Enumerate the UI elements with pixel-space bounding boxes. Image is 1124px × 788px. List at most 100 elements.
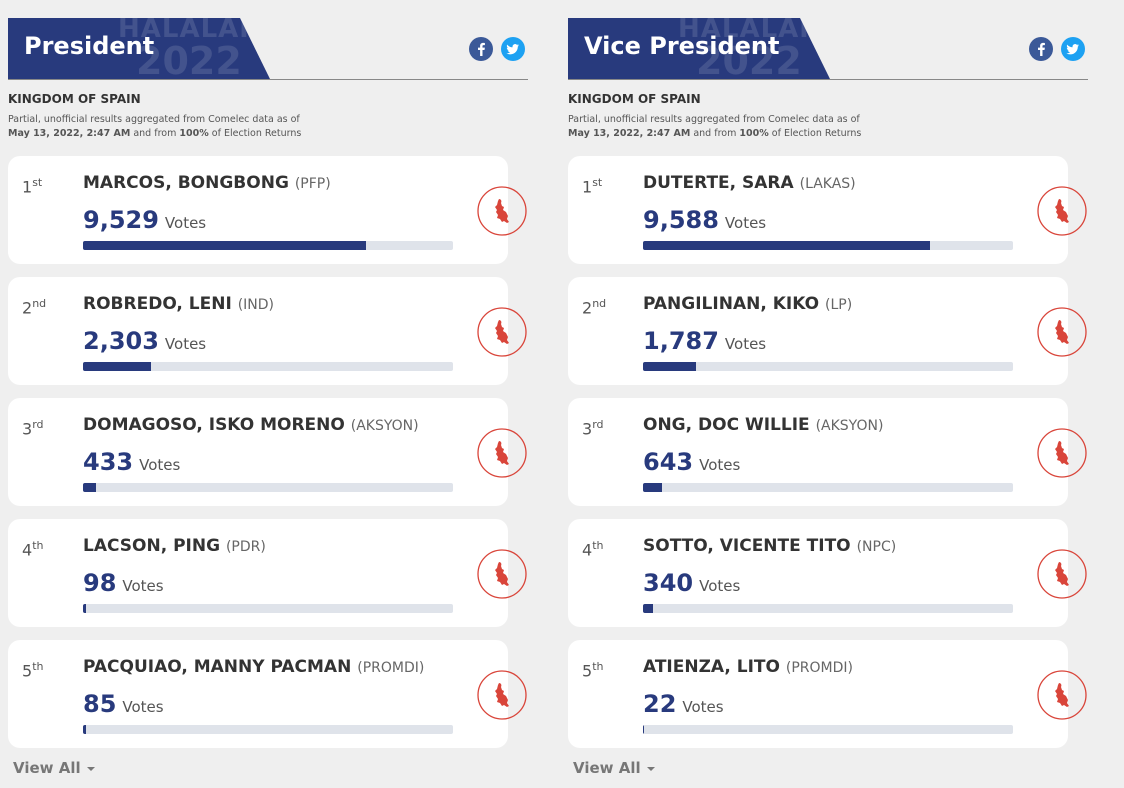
ph-map-button[interactable]	[477, 670, 527, 724]
rank-suffix: th	[592, 539, 604, 552]
rank: 5th	[582, 660, 603, 680]
rank-number: 3	[22, 419, 33, 439]
vote-number: 433	[83, 448, 134, 476]
name-text: ROBREDO, LENI	[83, 294, 232, 314]
ph-map-button[interactable]	[1037, 307, 1087, 361]
party: (LAKAS)	[799, 176, 856, 192]
view-all-text: View All	[573, 759, 641, 777]
rank-number: 2	[582, 298, 593, 318]
note-text: of Election Returns	[211, 128, 302, 139]
vote-bar	[643, 604, 654, 613]
facebook-button[interactable]	[1029, 37, 1053, 65]
vote-count: 643 Votes	[643, 448, 740, 476]
rank-suffix: th	[592, 660, 604, 673]
twitter-button[interactable]	[1061, 37, 1085, 65]
rank-number: 2	[22, 298, 33, 318]
rank-suffix: st	[32, 176, 43, 189]
vote-bar-track	[83, 241, 453, 250]
ph-map-button[interactable]	[1037, 670, 1087, 724]
note-text: and from	[693, 128, 737, 139]
view-all-text: View All	[13, 759, 81, 777]
name-text: PACQUIAO, MANNY PACMAN	[83, 657, 352, 677]
ph-map-button[interactable]	[477, 186, 527, 240]
vote-number: 643	[643, 448, 694, 476]
results-panel: HALALAN 2022 President KINGDOM OF SPAIN Part…	[8, 0, 528, 788]
vote-number: 1,787	[643, 327, 719, 355]
note-text: Partial, unofficial results aggregated f…	[8, 114, 300, 125]
vote-count: 340 Votes	[643, 569, 740, 597]
candidate-card: 3rd DOMAGOSO, ISKO MORENO (AKSYON) 433 Vote…	[8, 398, 527, 506]
panel-title: President	[24, 32, 155, 60]
rank-number: 4	[582, 540, 593, 560]
votes-word: Votes	[164, 214, 207, 232]
vote-number: 9,588	[643, 206, 719, 234]
vote-bar	[643, 725, 644, 734]
vote-bar-track	[643, 604, 1013, 613]
rank-suffix: rd	[592, 418, 604, 431]
view-all-button[interactable]: View All	[573, 759, 656, 777]
panel-title: Vice President	[584, 32, 780, 60]
vote-bar-track	[83, 725, 453, 734]
vote-count: 85 Votes	[83, 690, 164, 718]
ph-map-button[interactable]	[1037, 428, 1087, 482]
twitter-button[interactable]	[501, 37, 525, 65]
vote-count: 9,588 Votes	[643, 206, 766, 234]
view-all-button[interactable]: View All	[13, 759, 96, 777]
votes-word: Votes	[724, 335, 767, 353]
candidate-card: 5th PACQUIAO, MANNY PACMAN (PROMDI) 85 Vote…	[8, 640, 527, 748]
vote-bar-track	[83, 362, 453, 371]
candidate-name: DOMAGOSO, ISKO MORENO (AKSYON)	[83, 415, 419, 435]
votes-word: Votes	[682, 698, 724, 716]
name-text: SOTTO, VICENTE TITO	[643, 536, 851, 556]
name-text: PANGILINAN, KIKO	[643, 294, 820, 314]
votes-word: Votes	[164, 335, 207, 353]
note-percent: 100%	[179, 128, 209, 139]
ph-map-button[interactable]	[477, 428, 527, 482]
results-panel: HALALAN 2022 Vice President KINGDOM OF SPAI…	[568, 0, 1088, 788]
rank-number: 1	[582, 177, 593, 197]
ph-map-button[interactable]	[1037, 186, 1087, 240]
vote-bar	[83, 241, 367, 250]
party: (IND)	[237, 297, 275, 313]
facebook-button[interactable]	[469, 37, 493, 65]
votes-word: Votes	[122, 698, 164, 716]
candidate-name: ATIENZA, LITO (PROMDI)	[643, 657, 853, 677]
candidate-card: 4th LACSON, PING (PDR) 98 Votes	[8, 519, 527, 627]
vote-count: 1,787 Votes	[643, 327, 766, 355]
vote-number: 98	[83, 569, 117, 597]
party: (NPC)	[856, 539, 897, 555]
ph-map-button[interactable]	[477, 549, 527, 603]
vote-count: 98 Votes	[83, 569, 164, 597]
logo-year: 2022	[136, 39, 242, 79]
vote-bar	[83, 483, 96, 492]
party: (AKSYON)	[815, 418, 884, 434]
note-date: May 13, 2022, 2:47 AM	[568, 128, 691, 139]
rank: 2nd	[582, 297, 606, 317]
vote-bar-track	[643, 362, 1013, 371]
halalan-logo: HALALAN 2022	[678, 18, 822, 79]
region-label: KINGDOM OF SPAIN	[568, 92, 701, 106]
vote-bar-track	[643, 725, 1013, 734]
note-percent: 100%	[739, 128, 769, 139]
name-text: DUTERTE, SARA	[643, 173, 794, 193]
party: (PDR)	[225, 539, 266, 555]
candidate-card: 5th ATIENZA, LITO (PROMDI) 22 Votes	[568, 640, 1087, 748]
header-banner: HALALAN 2022 Vice President	[568, 18, 830, 79]
ph-map-button[interactable]	[1037, 549, 1087, 603]
rank-number: 3	[582, 419, 593, 439]
ph-map-button[interactable]	[477, 307, 527, 361]
logo-year: 2022	[696, 39, 802, 79]
rank: 3rd	[22, 418, 44, 438]
candidate-name: PANGILINAN, KIKO (LP)	[643, 294, 852, 314]
candidate-card: 1st DUTERTE, SARA (LAKAS) 9,588 Votes	[568, 156, 1087, 264]
party: (PROMDI)	[357, 660, 425, 676]
source-note: Partial, unofficial results aggregated f…	[568, 113, 928, 141]
halalan-logo: HALALAN 2022	[118, 18, 262, 79]
header-banner: HALALAN 2022 President	[8, 18, 270, 79]
logo-word: HALALAN	[118, 18, 263, 44]
vote-bar-track	[643, 241, 1013, 250]
vote-number: 22	[643, 690, 677, 718]
vote-bar-track	[83, 483, 453, 492]
vote-bar	[83, 725, 86, 734]
